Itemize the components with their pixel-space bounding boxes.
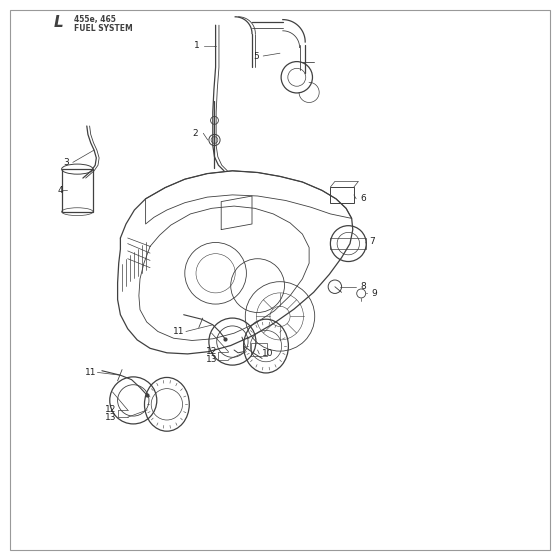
Text: 12: 12 (206, 347, 217, 356)
Text: 1: 1 (194, 41, 200, 50)
Text: 11: 11 (85, 368, 96, 377)
Text: 2: 2 (192, 129, 198, 138)
Bar (330, 238, 366, 249)
Text: 10: 10 (262, 349, 273, 358)
Text: 7: 7 (370, 237, 375, 246)
Text: 455e, 465: 455e, 465 (74, 15, 116, 24)
Text: L: L (53, 15, 63, 30)
Text: 9: 9 (371, 289, 377, 298)
Bar (330, 187, 354, 203)
Text: 13: 13 (206, 355, 217, 364)
Text: 6: 6 (360, 194, 366, 203)
Bar (62, 169, 93, 212)
Bar (251, 343, 267, 356)
Text: 13: 13 (105, 413, 116, 422)
Text: 4: 4 (58, 186, 63, 195)
Text: 5: 5 (254, 52, 259, 60)
Text: 8: 8 (360, 282, 366, 291)
Text: 12: 12 (105, 405, 116, 414)
Text: FUEL SYSTEM: FUEL SYSTEM (74, 24, 133, 32)
Text: 11: 11 (174, 327, 185, 336)
Text: 3: 3 (63, 158, 69, 167)
